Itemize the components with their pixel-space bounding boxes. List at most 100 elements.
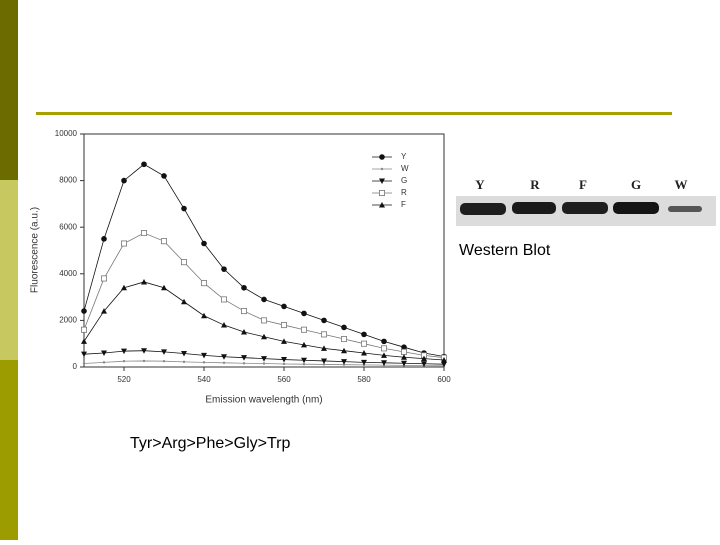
marker xyxy=(340,336,347,343)
marker xyxy=(421,361,427,367)
y-tick-label: 10000 xyxy=(55,129,78,138)
x-axis-label: Emission wavelength (nm) xyxy=(205,395,322,406)
marker xyxy=(242,362,246,365)
y-tick-label: 6000 xyxy=(59,222,77,231)
marker xyxy=(221,266,227,272)
y-tick-label: 4000 xyxy=(59,269,77,278)
marker xyxy=(380,167,384,171)
marker xyxy=(261,296,267,303)
marker xyxy=(101,275,108,282)
marker xyxy=(360,340,367,347)
marker xyxy=(281,303,287,310)
marker xyxy=(240,308,247,315)
marker xyxy=(81,338,87,344)
marker xyxy=(122,359,126,363)
ranking: Tyr>Arg>Phe>Gly>Trp xyxy=(130,435,290,452)
marker xyxy=(141,348,147,354)
lane-label: Y xyxy=(475,177,485,192)
marker xyxy=(121,348,127,355)
marker xyxy=(141,161,147,168)
marker xyxy=(379,202,385,208)
marker xyxy=(441,361,447,368)
marker xyxy=(181,205,187,212)
marker xyxy=(220,296,227,303)
marker xyxy=(322,363,326,366)
y-tick-label: 0 xyxy=(73,362,78,371)
lane-label: F xyxy=(579,177,587,192)
marker xyxy=(380,345,387,352)
marker xyxy=(379,154,385,160)
marker xyxy=(300,326,307,333)
legend-label: G xyxy=(401,176,407,185)
marker xyxy=(421,355,427,362)
blot-caption: Western Blot xyxy=(459,242,551,259)
marker xyxy=(379,178,385,184)
marker xyxy=(381,352,387,358)
marker xyxy=(141,278,147,285)
marker xyxy=(161,349,167,355)
marker xyxy=(260,317,267,324)
marker xyxy=(361,350,367,356)
marker xyxy=(201,240,207,247)
marker xyxy=(302,363,306,366)
marker xyxy=(281,357,287,363)
y-tick-label: 8000 xyxy=(59,176,77,185)
marker xyxy=(222,361,226,365)
marker xyxy=(320,331,327,338)
legend-label: Y xyxy=(401,152,407,161)
marker xyxy=(101,350,107,357)
y-tick-label: 2000 xyxy=(59,316,77,325)
marker xyxy=(81,326,88,333)
marker xyxy=(101,236,107,242)
marker xyxy=(202,361,206,364)
x-tick-label: 600 xyxy=(437,375,451,384)
marker xyxy=(282,362,286,366)
marker xyxy=(101,308,107,314)
marker xyxy=(361,331,367,338)
marker xyxy=(401,360,407,367)
side-bar xyxy=(0,0,18,180)
marker xyxy=(82,362,86,365)
marker xyxy=(181,298,187,305)
marker xyxy=(341,347,347,354)
legend-label: R xyxy=(401,188,407,197)
marker xyxy=(261,356,267,362)
marker xyxy=(301,357,307,364)
lane-label: R xyxy=(530,177,540,192)
marker xyxy=(301,341,307,348)
marker xyxy=(321,317,327,324)
side-bar xyxy=(0,180,18,360)
marker xyxy=(341,359,347,365)
marker xyxy=(81,308,87,314)
marker xyxy=(121,177,127,184)
marker xyxy=(261,333,267,340)
x-tick-label: 520 xyxy=(117,375,131,384)
marker xyxy=(140,230,147,237)
x-tick-label: 580 xyxy=(357,375,371,384)
marker xyxy=(341,324,347,331)
marker xyxy=(241,329,247,335)
marker xyxy=(81,351,87,358)
rule xyxy=(36,112,672,115)
marker xyxy=(361,359,367,366)
marker xyxy=(441,357,447,363)
marker xyxy=(181,350,187,357)
marker xyxy=(161,284,167,291)
marker xyxy=(221,354,227,360)
marker xyxy=(281,338,287,344)
marker xyxy=(161,173,167,179)
marker xyxy=(200,280,207,287)
marker xyxy=(301,310,307,317)
lane-label: G xyxy=(631,177,641,192)
marker xyxy=(160,238,167,245)
marker xyxy=(180,259,187,266)
marker xyxy=(401,344,407,350)
marker xyxy=(162,359,166,363)
marker xyxy=(121,284,127,291)
marker xyxy=(241,284,247,291)
marker xyxy=(102,361,106,364)
x-tick-label: 540 xyxy=(197,375,211,384)
marker xyxy=(280,322,287,329)
marker xyxy=(381,338,387,345)
